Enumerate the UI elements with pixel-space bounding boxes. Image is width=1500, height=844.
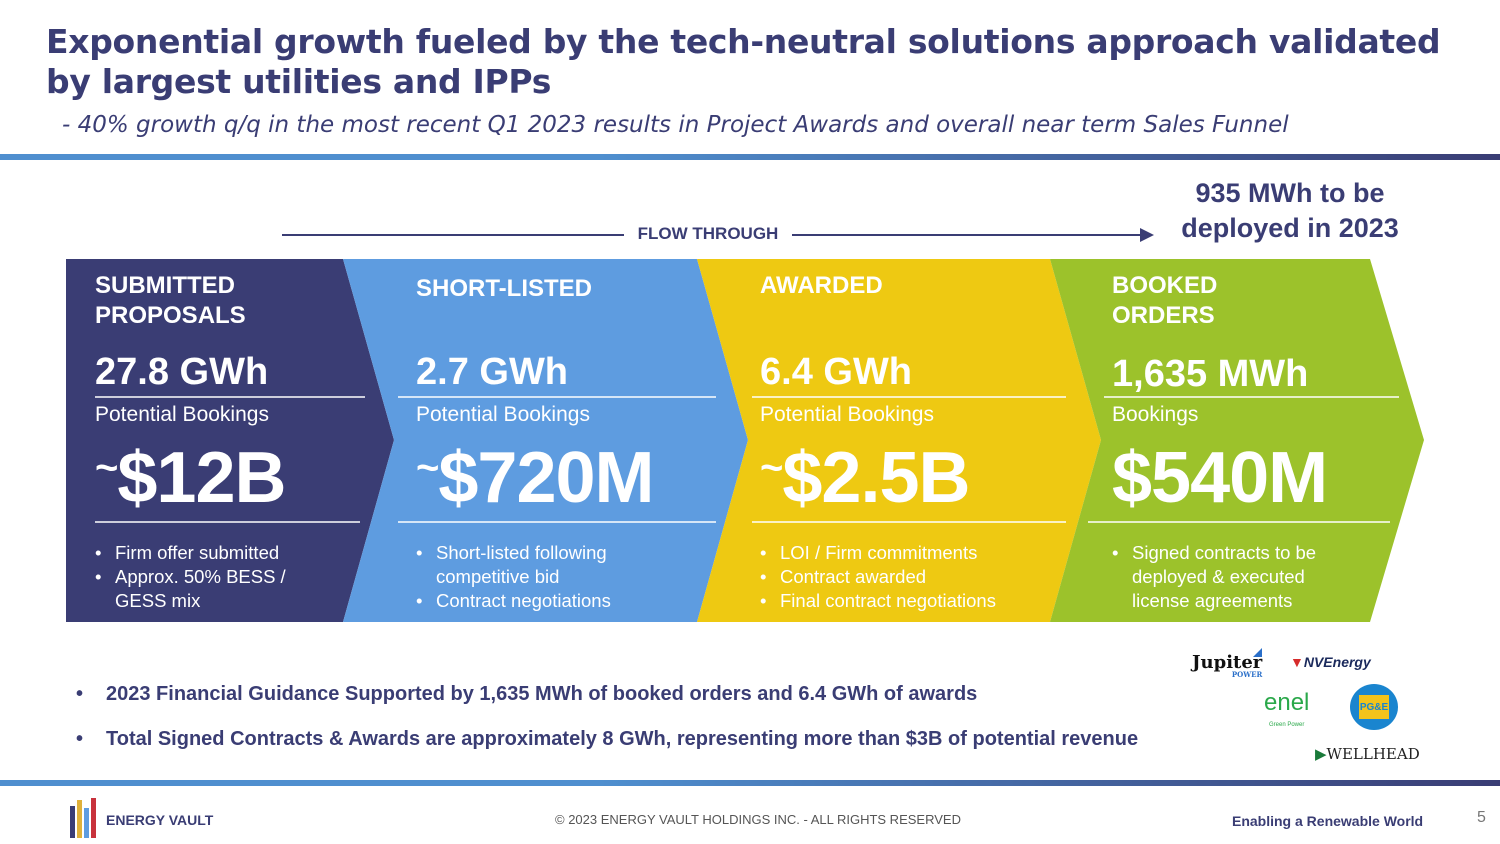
- stage-amount-booked: 1,635 MWh: [1112, 353, 1309, 395]
- list-item: Approx. 50% BESS / GESS mix: [95, 565, 340, 613]
- stage-value-short-listed: ~$720M: [416, 438, 655, 518]
- stage-amount-submitted: 27.8 GWh: [95, 351, 269, 393]
- divider: [95, 521, 360, 523]
- stage-amount-short-listed: 2.7 GWh: [416, 351, 569, 393]
- stage-bullets-awarded: LOI / Firm commitments Contract awarded …: [760, 541, 1030, 613]
- energy-vault-brand: ENERGY VAULT: [106, 812, 214, 828]
- stage-value-submitted: ~$12B: [95, 438, 286, 518]
- chevron-booked: [1050, 259, 1424, 622]
- list-item: Total Signed Contracts & Awards are appr…: [76, 717, 1138, 762]
- divider: [398, 396, 716, 398]
- divider: [398, 521, 716, 523]
- stage-amount-awarded: 6.4 GWh: [760, 351, 913, 393]
- nvenergy-chevron-icon: ▼: [1290, 654, 1304, 670]
- stage-label-short-listed: Potential Bookings: [416, 403, 590, 426]
- stage-value-awarded: ~$2.5B: [760, 438, 971, 518]
- list-item: Contract awarded: [760, 565, 1030, 589]
- stage-bullets-submitted: Firm offer submitted Approx. 50% BESS / …: [95, 541, 340, 613]
- flow-line-left: [282, 234, 624, 236]
- summary-notes: 2023 Financial Guidance Supported by 1,6…: [76, 672, 1138, 762]
- divider: [95, 396, 365, 398]
- slide-subtitle: - 40% growth q/q in the most recent Q1 2…: [62, 112, 1289, 138]
- chevron-awarded: [697, 259, 1101, 622]
- list-item: Signed contracts to be deployed & execut…: [1112, 541, 1342, 613]
- stage-label-awarded: Potential Bookings: [760, 403, 934, 426]
- stage-label-submitted: Potential Bookings: [95, 403, 269, 426]
- jupiter-mark-icon: [1253, 648, 1262, 657]
- energy-vault-logo-icon: [70, 798, 96, 838]
- footer-tagline: Enabling a Renewable World: [1232, 813, 1424, 829]
- stage-bullets-short-listed: Short-listed following competitive bid C…: [416, 541, 676, 613]
- wellhead-logo: ▶WELLHEAD: [1315, 745, 1420, 763]
- page-number: 5: [1477, 809, 1486, 826]
- stage-value-booked: $540M: [1112, 438, 1328, 518]
- list-item: Contract negotiations: [416, 589, 676, 613]
- list-item: Firm offer submitted: [95, 541, 340, 565]
- stage-title-submitted: SUBMITTED PROPOSALS: [95, 272, 246, 329]
- bottom-divider: [0, 780, 1500, 786]
- stage-title-short-listed: SHORT-LISTED: [416, 275, 593, 302]
- wellhead-flag-icon: ▶: [1315, 745, 1327, 763]
- stage-title-booked: BOOKED ORDERS: [1112, 272, 1218, 329]
- pge-logo: PG&E: [1350, 684, 1398, 730]
- divider: [752, 396, 1066, 398]
- nvenergy-logo: ▼NVEnergy: [1290, 654, 1371, 670]
- top-divider: [0, 154, 1500, 160]
- footer-copyright: © 2023 ENERGY VAULT HOLDINGS INC. - ALL …: [555, 812, 961, 827]
- list-item: 2023 Financial Guidance Supported by 1,6…: [76, 672, 1138, 717]
- chevron-short-listed: [343, 259, 748, 622]
- list-item: Short-listed following competitive bid: [416, 541, 676, 589]
- divider: [752, 521, 1066, 523]
- flow-line-right: [792, 234, 1142, 236]
- flow-arrow-icon: [1140, 228, 1154, 242]
- jupiter-logo: Jupiter POWER: [1192, 652, 1263, 679]
- chevron-submitted: [66, 259, 394, 622]
- stage-label-booked: Bookings: [1112, 403, 1199, 426]
- enel-logo: enel Green Power: [1264, 689, 1310, 729]
- divider: [1088, 521, 1390, 523]
- slide-title: Exponential growth fueled by the tech-ne…: [46, 22, 1441, 101]
- stage-bullets-booked: Signed contracts to be deployed & execut…: [1112, 541, 1342, 613]
- list-item: Final contract negotiations: [760, 589, 1030, 613]
- list-item: LOI / Firm commitments: [760, 541, 1030, 565]
- deploy-callout: 935 MWh to be deployed in 2023: [1181, 178, 1399, 243]
- flow-through-label: FLOW THROUGH: [628, 224, 788, 244]
- stage-title-awarded: AWARDED: [760, 272, 883, 299]
- divider: [1104, 396, 1399, 398]
